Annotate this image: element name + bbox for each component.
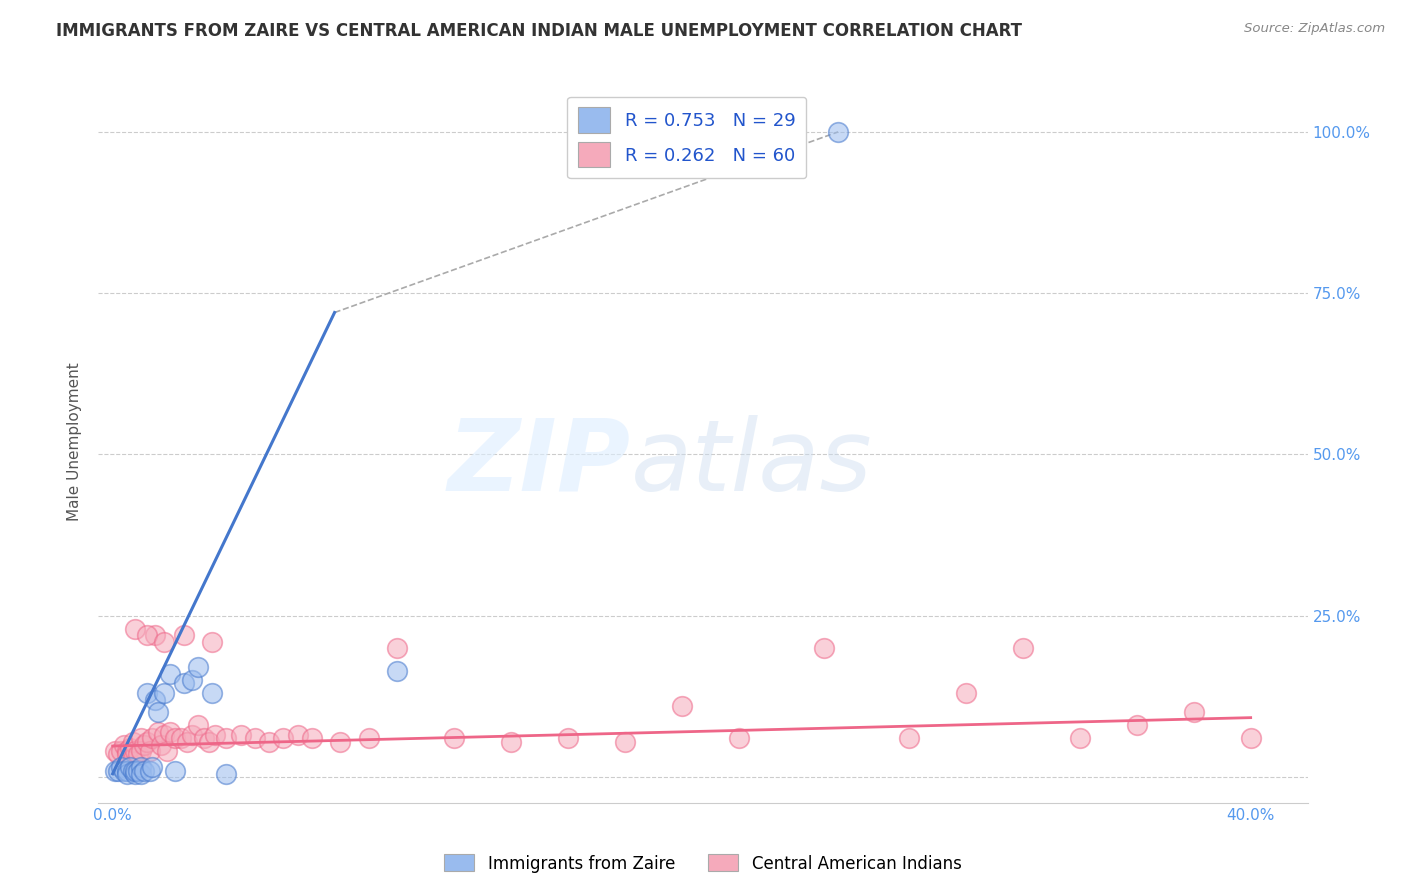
Point	[150, 738, 173, 752]
Point	[193, 731, 215, 746]
Point	[129, 744, 152, 758]
Point	[165, 764, 187, 778]
Point	[132, 738, 155, 752]
Point	[104, 744, 127, 758]
Point	[146, 724, 169, 739]
Point	[181, 728, 204, 742]
Point	[107, 764, 129, 778]
Point	[115, 744, 138, 758]
Point	[201, 686, 224, 700]
Point	[110, 760, 132, 774]
Point	[357, 731, 380, 746]
Point	[107, 747, 129, 762]
Point	[127, 747, 149, 762]
Text: IMMIGRANTS FROM ZAIRE VS CENTRAL AMERICAN INDIAN MALE UNEMPLOYMENT CORRELATION C: IMMIGRANTS FROM ZAIRE VS CENTRAL AMERICA…	[56, 22, 1022, 40]
Point	[198, 734, 221, 748]
Point	[112, 764, 135, 778]
Point	[173, 628, 195, 642]
Point	[201, 634, 224, 648]
Point	[243, 731, 266, 746]
Point	[176, 734, 198, 748]
Point	[124, 764, 146, 778]
Point	[287, 728, 309, 742]
Point	[143, 628, 166, 642]
Point	[827, 125, 849, 139]
Point	[153, 686, 176, 700]
Point	[613, 734, 636, 748]
Point	[215, 766, 238, 780]
Point	[112, 738, 135, 752]
Point	[135, 686, 157, 700]
Point	[138, 744, 160, 758]
Point	[165, 731, 187, 746]
Point	[118, 741, 141, 756]
Point	[124, 766, 146, 780]
Point	[385, 640, 408, 655]
Point	[1012, 640, 1035, 655]
Point	[141, 731, 163, 746]
Point	[385, 664, 408, 678]
Point	[124, 622, 146, 636]
Point	[329, 734, 352, 748]
Point	[132, 764, 155, 778]
Point	[557, 731, 579, 746]
Point	[1240, 731, 1263, 746]
Point	[143, 692, 166, 706]
Y-axis label: Male Unemployment: Male Unemployment	[67, 362, 83, 521]
Point	[215, 731, 238, 746]
Point	[121, 764, 143, 778]
Point	[129, 731, 152, 746]
Point	[301, 731, 323, 746]
Point	[156, 744, 179, 758]
Point	[141, 760, 163, 774]
Point	[273, 731, 295, 746]
Point	[129, 766, 152, 780]
Text: ZIP: ZIP	[447, 415, 630, 512]
Legend: R = 0.753   N = 29, R = 0.262   N = 60: R = 0.753 N = 29, R = 0.262 N = 60	[567, 96, 806, 178]
Point	[153, 634, 176, 648]
Point	[898, 731, 921, 746]
Point	[204, 728, 226, 742]
Legend: Immigrants from Zaire, Central American Indians: Immigrants from Zaire, Central American …	[437, 847, 969, 880]
Point	[443, 731, 465, 746]
Text: atlas: atlas	[630, 415, 872, 512]
Point	[187, 660, 209, 674]
Point	[181, 673, 204, 688]
Point	[813, 640, 835, 655]
Point	[1126, 718, 1149, 732]
Point	[121, 734, 143, 748]
Point	[499, 734, 522, 748]
Point	[170, 731, 193, 746]
Point	[115, 764, 138, 778]
Point	[135, 734, 157, 748]
Point	[727, 731, 749, 746]
Point	[187, 718, 209, 732]
Point	[671, 699, 693, 714]
Point	[121, 750, 143, 764]
Point	[159, 666, 181, 681]
Point	[159, 724, 181, 739]
Point	[124, 744, 146, 758]
Point	[146, 706, 169, 720]
Point	[138, 764, 160, 778]
Point	[110, 744, 132, 758]
Point	[1069, 731, 1091, 746]
Point	[955, 686, 977, 700]
Point	[129, 760, 152, 774]
Point	[153, 728, 176, 742]
Point	[118, 760, 141, 774]
Point	[173, 676, 195, 690]
Point	[1182, 706, 1205, 720]
Point	[229, 728, 252, 742]
Point	[257, 734, 280, 748]
Point	[127, 764, 149, 778]
Point	[115, 766, 138, 780]
Point	[115, 747, 138, 762]
Text: Source: ZipAtlas.com: Source: ZipAtlas.com	[1244, 22, 1385, 36]
Point	[135, 628, 157, 642]
Point	[104, 764, 127, 778]
